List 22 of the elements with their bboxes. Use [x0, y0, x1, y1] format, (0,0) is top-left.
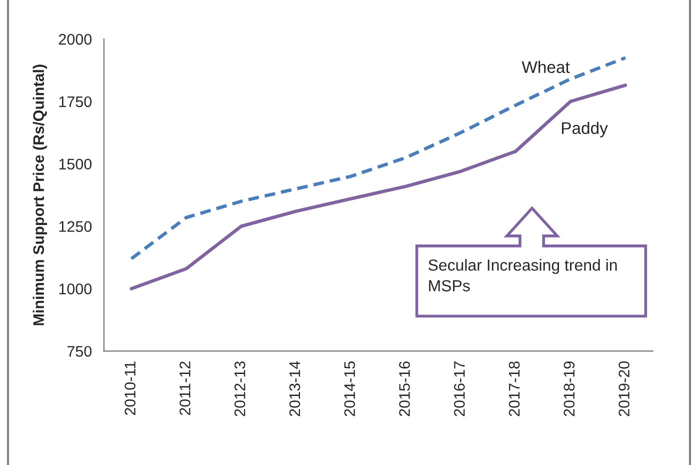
x-tick-label: 2012-13: [234, 361, 246, 416]
x-tick-label: 2019-20: [618, 361, 630, 416]
y-tick-label: 1250: [59, 221, 92, 232]
annotation: Secular Increasing trend in MSPs: [428, 259, 617, 292]
y-axis-title: Minimum Support Price (Rs/Quintal): [32, 64, 48, 326]
x-tick-label: 2015-16: [399, 361, 410, 416]
x-tick-label: 2013-14: [289, 361, 300, 416]
line-series: [130, 56, 628, 260]
series-label: Wheat: [522, 60, 570, 74]
series-label: Paddy: [562, 122, 608, 138]
x-tick-label: 2010-11: [124, 362, 136, 415]
y-tick-label: 2000: [58, 34, 92, 45]
x-tick-label: 2016-17: [454, 362, 465, 416]
line-series: [130, 84, 628, 290]
y-tick-label: 1000: [59, 284, 92, 294]
x-tick-label: 2011-12: [180, 362, 190, 415]
y-tick-label: 750: [67, 346, 92, 357]
y-tick-label: 1750: [59, 96, 92, 108]
y-tick-label: 1500: [59, 158, 92, 170]
x-tick-label: 2018-19: [564, 362, 575, 416]
x-tick-label: 2014-15: [344, 361, 356, 416]
x-tick-label: 2017-18: [508, 361, 520, 416]
